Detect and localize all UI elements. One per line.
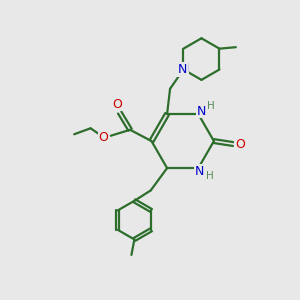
Text: O: O	[235, 138, 245, 151]
Text: H: H	[207, 101, 215, 111]
Text: O: O	[98, 131, 108, 144]
Text: N: N	[179, 62, 189, 75]
Text: H: H	[206, 171, 214, 182]
Text: O: O	[112, 98, 122, 111]
Text: N: N	[196, 105, 206, 118]
Text: N: N	[178, 63, 187, 76]
Text: N: N	[195, 165, 205, 178]
